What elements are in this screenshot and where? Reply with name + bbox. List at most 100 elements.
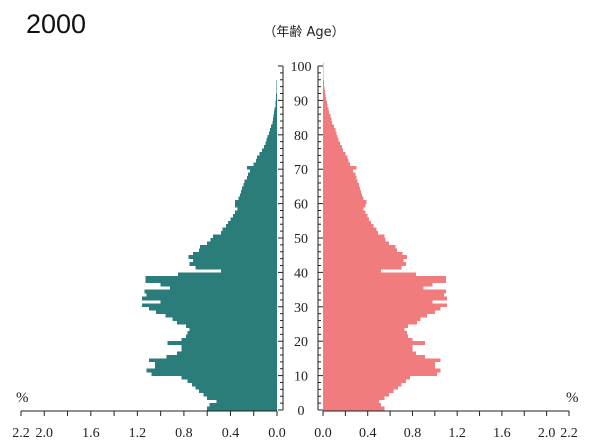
- left-unit-label: %: [16, 390, 29, 406]
- right-bar-age-18: [323, 344, 413, 349]
- left-bar-age-76: [264, 145, 277, 149]
- right-bar-age-85: [323, 114, 331, 118]
- age-tick-label: 10: [294, 370, 308, 385]
- left-bar-age-13: [154, 361, 277, 366]
- right-bar-age-24: [323, 324, 408, 328]
- left-x-axis: 2.2 2.0 1.6 1.2 0.8 0.4 0.0: [12, 410, 286, 441]
- left-bar-age-65: [243, 182, 277, 187]
- right-bar-age-86: [323, 110, 330, 115]
- right-bar-age-94: [323, 83, 325, 87]
- right-bar-age-42: [323, 262, 406, 266]
- right-unit-label: %: [566, 390, 579, 406]
- left-bar-age-42: [189, 262, 277, 266]
- right-bar-age-11: [323, 368, 441, 373]
- left-bar-age-34: [144, 289, 277, 294]
- left-bar-age-35: [169, 286, 277, 290]
- right-bar-age-17: [323, 348, 413, 352]
- right-bar-age-52: [323, 227, 377, 232]
- left-bar-age-46: [199, 248, 277, 253]
- right-bar-age-61: [323, 196, 364, 201]
- left-bar-age-15: [166, 354, 277, 359]
- right-bar-age-91: [323, 93, 326, 98]
- right-bar-age-74: [323, 152, 346, 156]
- right-bar-age-90: [323, 96, 327, 101]
- right-bar-age-63: [323, 189, 362, 194]
- left-bar-age-16: [176, 351, 277, 356]
- left-bar-age-79: [267, 134, 277, 139]
- right-bar-age-38: [323, 275, 446, 280]
- left-bar-age-14: [149, 358, 277, 363]
- right-bar-age-43: [323, 258, 404, 263]
- right-x-tick-label: 0.4: [359, 426, 377, 441]
- right-bar-age-48: [323, 241, 389, 246]
- right-bar-age-95: [323, 79, 324, 84]
- left-bar-age-1: [209, 403, 277, 407]
- left-bar-age-87: [274, 107, 277, 112]
- left-bar-age-54: [228, 220, 277, 225]
- right-bar-age-78: [323, 138, 339, 143]
- left-bar-age-4: [203, 392, 277, 397]
- left-bar-age-62: [239, 193, 277, 198]
- right-x-tick-label: 1.6: [493, 426, 511, 441]
- right-bar-age-69: [323, 169, 354, 173]
- right-bar-age-10: [323, 372, 438, 376]
- left-bar-age-21: [186, 334, 277, 339]
- right-x-axis: 0.0 0.4 0.8 1.2 1.6 2.0 2.2: [314, 410, 578, 441]
- left-bar-age-0: [207, 406, 277, 411]
- left-bar-age-93: [276, 86, 277, 91]
- left-x-tick-label: 2.2: [12, 426, 30, 441]
- right-bar-age-29: [323, 306, 441, 311]
- right-series-bars: [323, 62, 448, 411]
- right-bar-age-72: [323, 158, 349, 163]
- left-bar-age-31: [160, 299, 277, 304]
- right-bar-age-79: [323, 134, 338, 139]
- left-bar-age-36: [160, 282, 277, 287]
- age-tick-label: 100: [291, 60, 312, 75]
- right-bar-age-13: [323, 361, 435, 366]
- left-bar-age-22: [187, 330, 277, 335]
- right-bar-age-84: [323, 117, 332, 122]
- right-bar-age-51: [323, 231, 378, 235]
- left-bar-age-55: [230, 217, 277, 222]
- right-x-tick-label: 2.0: [538, 426, 556, 441]
- right-bar-age-40: [323, 268, 382, 273]
- left-bar-age-83: [272, 121, 277, 125]
- right-bar-age-35: [323, 286, 424, 290]
- age-tick-label: 50: [294, 232, 308, 247]
- left-bar-age-84: [272, 117, 277, 122]
- left-bar-age-49: [210, 238, 277, 242]
- left-bar-age-59: [235, 203, 277, 208]
- right-x-tick-label: 0.8: [404, 426, 422, 441]
- left-x-tick-label: 2.0: [36, 426, 54, 441]
- age-tick-label: 60: [294, 198, 308, 213]
- right-bar-age-27: [323, 313, 427, 318]
- right-bar-age-49: [323, 238, 386, 242]
- right-bar-age-46: [323, 248, 397, 253]
- left-bar-age-78: [266, 138, 277, 143]
- left-bar-age-40: [221, 268, 277, 273]
- left-x-tick-label: 1.6: [82, 426, 100, 441]
- right-bar-age-64: [323, 186, 360, 191]
- left-bar-age-23: [189, 327, 277, 332]
- right-bar-age-34: [323, 289, 446, 294]
- right-bar-age-89: [323, 100, 327, 105]
- right-bar-age-22: [323, 330, 407, 335]
- right-bar-age-21: [323, 334, 408, 339]
- right-bar-age-92: [323, 90, 326, 94]
- left-bar-age-30: [142, 303, 277, 308]
- left-x-tick-label: 0.4: [222, 426, 240, 441]
- right-bar-age-14: [323, 358, 441, 363]
- age-tick-label: 80: [294, 129, 308, 144]
- right-bar-age-55: [323, 217, 369, 222]
- right-bar-age-3: [323, 396, 385, 401]
- left-bar-age-45: [193, 251, 277, 256]
- left-bar-age-50: [213, 234, 277, 239]
- right-bar-age-47: [323, 244, 396, 249]
- right-bar-age-37: [323, 279, 446, 284]
- left-bar-age-18: [181, 344, 277, 349]
- right-bar-age-73: [323, 155, 348, 160]
- right-bar-age-45: [323, 251, 403, 256]
- right-bar-age-82: [323, 124, 335, 129]
- right-bar-age-68: [323, 172, 356, 177]
- left-bar-age-26: [172, 317, 277, 321]
